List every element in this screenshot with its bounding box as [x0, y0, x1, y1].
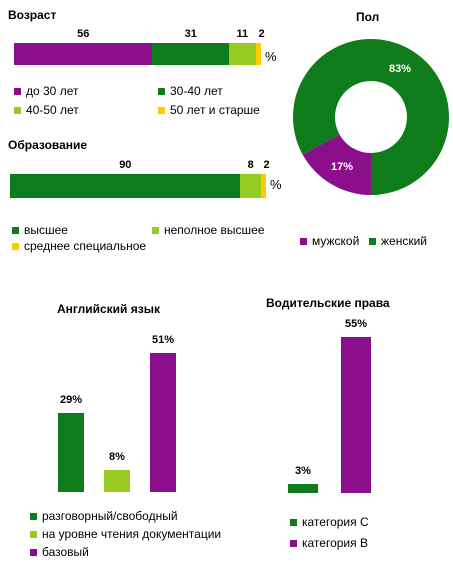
age-legend-item-40-50: 40-50 лет: [14, 103, 79, 117]
donut-slice-мужской: [302, 134, 371, 195]
english-legend-item-fluent: разговорный/свободный: [30, 509, 178, 523]
legend-swatch: [158, 106, 165, 114]
gender-legend-item-female: женский: [369, 234, 427, 248]
legend-label: среднее специальное: [24, 239, 147, 253]
education-legend-item-secondary: среднее специальное: [12, 239, 146, 253]
age-segment: [256, 43, 261, 65]
age-segment: [14, 43, 153, 65]
english-value-label: 8%: [109, 451, 125, 464]
legend-label: неполное высшее: [164, 223, 265, 237]
age-value-label: 56: [77, 28, 90, 40]
legend-label: до 30 лет: [26, 84, 79, 98]
legend-swatch: [30, 530, 37, 538]
legend-swatch: [290, 539, 297, 547]
legend-swatch: [300, 237, 307, 245]
legend-swatch: [369, 237, 376, 245]
age-segment: [228, 43, 257, 65]
age-segment: [152, 43, 229, 65]
license-bar: [288, 484, 318, 493]
legend-swatch: [14, 106, 21, 114]
legend-label: базовый: [42, 545, 89, 559]
legend-swatch: [12, 242, 19, 250]
license-legend-item-c: категория С: [290, 515, 369, 529]
education-segment: [10, 174, 241, 198]
legend-label: 30-40 лет: [170, 84, 223, 98]
education-value-label: 2: [263, 159, 270, 171]
english-legend-item-basic: базовый: [30, 545, 89, 559]
english-bar: [150, 353, 176, 492]
license-bar: [341, 337, 371, 493]
legend-label: разговорный/свободный: [42, 509, 178, 523]
education-unit-label: %: [270, 177, 282, 192]
donut-slice-label: 83%: [389, 63, 411, 75]
legend-label: 50 лет и старше: [170, 103, 260, 117]
license-value-label: 3%: [295, 465, 311, 478]
license-value-label: 55%: [345, 318, 368, 330]
english-chart-title: Английский язык: [57, 302, 160, 316]
legend-label: 40-50 лет: [26, 103, 79, 117]
legend-swatch: [30, 512, 37, 520]
english-legend-item-reading: на уровне чтения документации: [30, 527, 221, 541]
english-bar: [104, 470, 130, 492]
legend-swatch: [14, 87, 21, 95]
age-chart-title: Возраст: [8, 8, 57, 22]
education-value-label: 8: [247, 159, 254, 171]
age-unit-label: %: [265, 49, 277, 64]
donut-slice-женский: [293, 39, 449, 196]
english-bar: [58, 412, 84, 492]
legend-label: категория B: [302, 536, 368, 550]
age-legend-item-30-40: 30-40 лет: [158, 84, 223, 98]
age-value-label: 2: [258, 28, 265, 40]
english-value-label: 29%: [60, 393, 83, 406]
education-value-label: 90: [119, 159, 132, 171]
age-legend-item-50plus: 50 лет и старше: [158, 103, 260, 117]
education-segment: [260, 174, 266, 198]
age-value-label: 11: [236, 28, 249, 40]
education-legend-item-incomplete: неполное высшее: [152, 223, 265, 237]
legend-swatch: [12, 226, 19, 234]
education-chart-title: Образование: [8, 138, 88, 152]
license-chart-title: Водительские права: [266, 296, 390, 310]
gender-donut-chart: 17% 83%: [293, 39, 449, 196]
legend-swatch: [290, 518, 297, 526]
english-value-label: 51%: [152, 334, 175, 346]
legend-swatch: [30, 548, 37, 556]
legend-swatch: [152, 226, 159, 234]
license-legend-item-b: категория B: [290, 536, 368, 550]
education-legend-item-higher: высшее: [12, 223, 68, 237]
gender-chart-title: Пол: [356, 10, 380, 24]
legend-label: категория С: [302, 515, 369, 529]
donut-slice-label: 17%: [331, 161, 353, 173]
gender-legend-item-male: мужской: [300, 234, 359, 248]
legend-label: на уровне чтения документации: [42, 527, 222, 541]
legend-label: высшее: [24, 223, 68, 237]
age-legend-item-under30: до 30 лет: [14, 84, 78, 98]
legend-label: мужской: [312, 234, 360, 248]
legend-label: женский: [381, 234, 427, 248]
age-value-label: 31: [184, 28, 197, 40]
education-segment: [240, 174, 261, 198]
legend-swatch: [158, 87, 165, 95]
